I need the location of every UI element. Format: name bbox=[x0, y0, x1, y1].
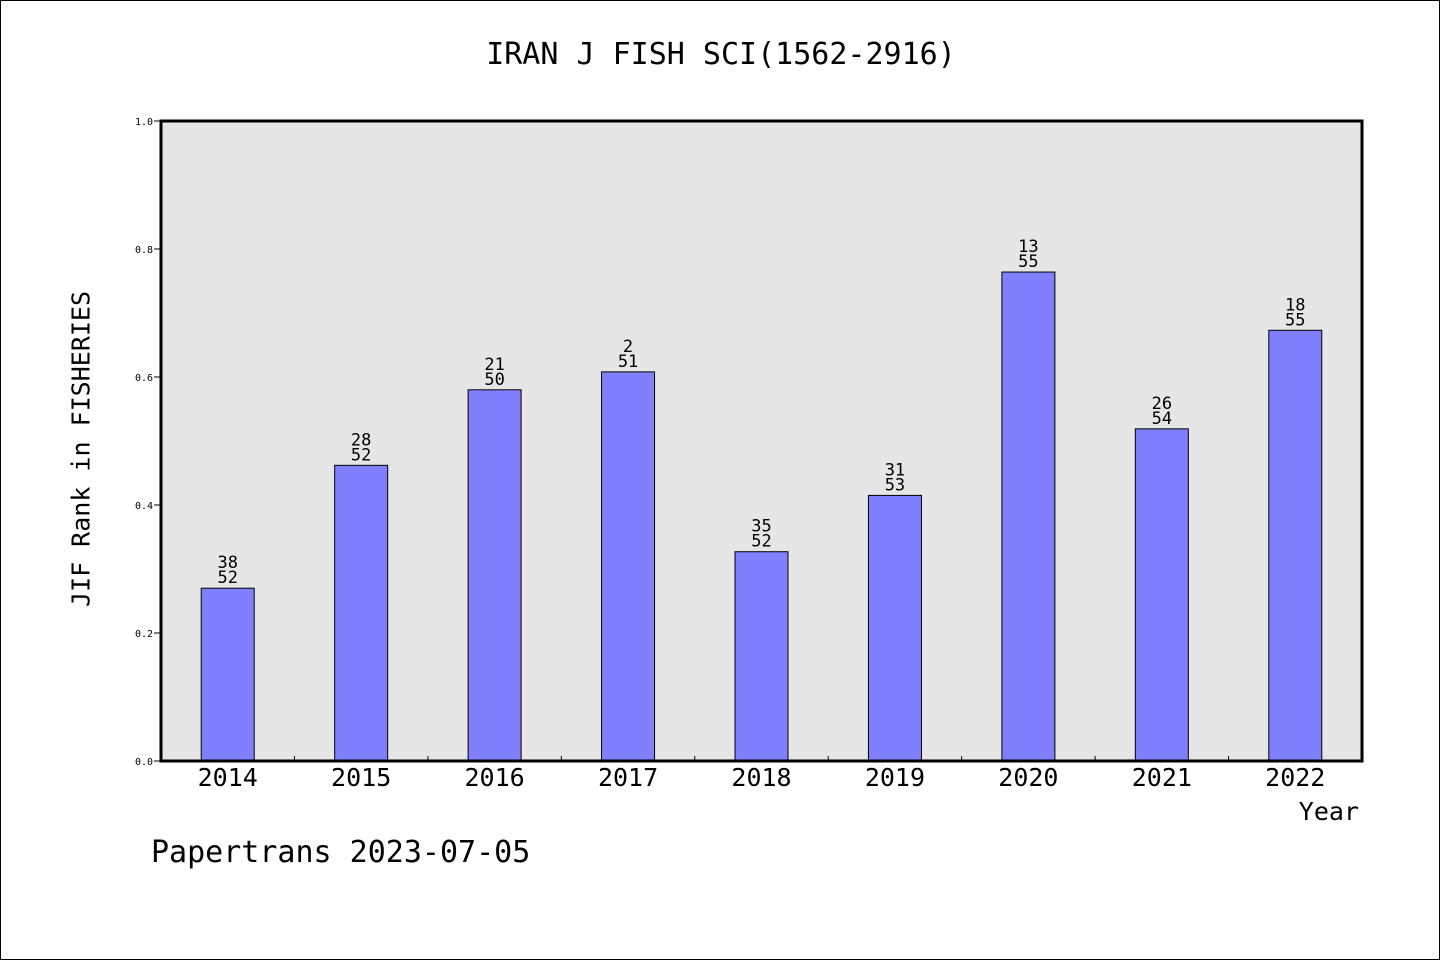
bar-label-rank: 13 bbox=[1018, 237, 1038, 257]
x-tick-label: 2019 bbox=[865, 763, 925, 792]
bar-label-rank: 35 bbox=[751, 517, 771, 537]
y-tick-label: 0.0 bbox=[135, 757, 153, 768]
bar bbox=[1268, 329, 1323, 762]
bar bbox=[1134, 428, 1189, 762]
bar-label-total: 52 bbox=[751, 532, 771, 552]
x-axis-label: Year bbox=[1298, 797, 1359, 826]
bar bbox=[601, 371, 656, 762]
bar-label-rank: 31 bbox=[885, 460, 905, 480]
bar bbox=[467, 389, 522, 762]
plot-border bbox=[159, 119, 1364, 763]
bar bbox=[334, 464, 389, 762]
bar-label-total: 55 bbox=[1018, 252, 1038, 272]
bar-label-rank: 2 bbox=[623, 337, 633, 357]
bar-label-rank: 38 bbox=[217, 553, 237, 573]
bar-label-rank: 21 bbox=[484, 355, 504, 375]
bar-label-total: 54 bbox=[1152, 409, 1172, 429]
y-tick-label: 0.6 bbox=[135, 373, 153, 384]
y-tick-label: 0.8 bbox=[135, 245, 153, 256]
bar bbox=[867, 494, 922, 762]
bar-label-total: 53 bbox=[885, 475, 905, 495]
y-axis-label: JIF Rank in FISHERIES bbox=[66, 290, 96, 608]
bar-label-rank: 28 bbox=[351, 430, 371, 450]
x-tick-label: 2016 bbox=[465, 763, 525, 792]
bar-label-rank: 18 bbox=[1285, 295, 1305, 315]
bar-label-total: 52 bbox=[217, 568, 237, 588]
bar-label-rank: 26 bbox=[1152, 394, 1172, 414]
y-tick-label: 0.4 bbox=[135, 501, 153, 512]
x-tick-label: 2015 bbox=[331, 763, 391, 792]
bar bbox=[200, 587, 255, 762]
y-tick-label: 0.2 bbox=[135, 629, 153, 640]
bar bbox=[1001, 271, 1056, 762]
chart-title: IRAN J FISH SCI(1562-2916) bbox=[486, 37, 956, 72]
bar-label-total: 50 bbox=[484, 370, 504, 390]
x-tick-label: 2020 bbox=[998, 763, 1058, 792]
bar-label-total: 51 bbox=[618, 352, 638, 372]
footer-credit: Papertrans 2023-07-05 bbox=[151, 835, 531, 870]
x-tick-label: 2018 bbox=[731, 763, 791, 792]
y-tick-label: 1.0 bbox=[135, 117, 153, 128]
x-tick-label: 2022 bbox=[1265, 763, 1325, 792]
x-tick-label: 2017 bbox=[598, 763, 658, 792]
x-tick-label: 2014 bbox=[198, 763, 258, 792]
bar-label-total: 55 bbox=[1285, 310, 1305, 330]
x-tick-label: 2021 bbox=[1132, 763, 1192, 792]
bar bbox=[734, 551, 789, 762]
bar-label-total: 52 bbox=[351, 445, 371, 465]
